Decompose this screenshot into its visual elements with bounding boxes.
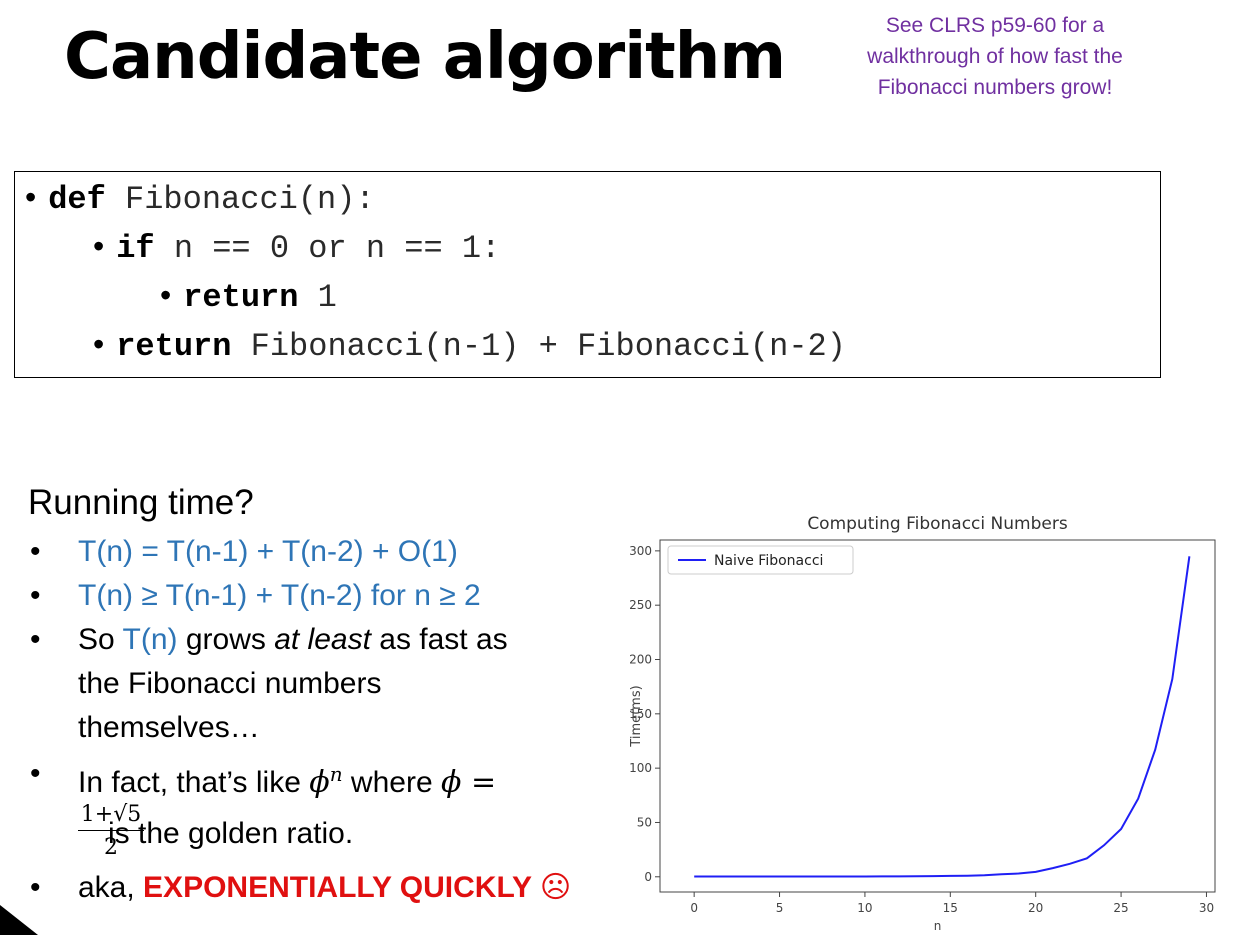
keyword-return: return [183,279,299,316]
code-line-1: • def Fibonacci(n): [25,179,375,218]
code-line-4: • return Fibonacci(n-1) + Fibonacci(n-2) [93,326,846,365]
y-tick-label: 50 [637,815,652,829]
series-line-naive-fibonacci [694,556,1191,878]
plot-frame [659,539,1216,893]
keyword-if: if [116,230,155,267]
bullet-text: T(n) = T(n-1) + T(n-2) + O(1) [78,535,458,568]
keyword-return: return [116,328,232,365]
y-tick-label: 300 [629,544,652,558]
code-text: n == 0 or n == 1: [154,230,501,267]
y-tick-label: 100 [629,761,652,775]
x-tick-label: 30 [1199,901,1214,915]
code-line-3: • return 1 [160,277,337,316]
y-tick-label: 150 [629,707,652,721]
reference-note: See CLRS p59-60 for a walkthrough of how… [867,14,1123,99]
code-line-2: • if n == 0 or n == 1: [93,228,501,267]
code-text: Fibonacci(n-1) + Fibonacci(n-2) [231,328,846,365]
code-text: 1 [298,279,337,316]
golden-ratio-fraction: 1+√5 2 [78,800,144,865]
keyword-def: def [48,181,106,218]
y-tick-label: 250 [629,598,652,612]
code-text: Fibonacci(n): [105,181,375,218]
y-tick-label: 200 [629,653,652,667]
corner-triangle-decoration [0,905,38,935]
code-block: • def Fibonacci(n): • if n == 0 or n == 1:… [14,171,1161,378]
bullet-phi-line2: is the golden ratio. [108,817,354,850]
fraction-numerator: 1+√5 [78,800,144,831]
legend-label: Naive Fibonacci [714,553,823,569]
x-tick-label: 5 [776,901,784,915]
bullet-text: T(n) ≥ T(n-1) + T(n-2) for n ≥ 2 [78,579,481,612]
x-tick-label: 0 [690,901,698,915]
running-time-heading: Running time? [28,483,254,522]
fraction-denominator: 2 [104,835,118,860]
x-tick-label: 25 [1113,901,1128,915]
slide-title: Candidate algorithm [64,20,786,94]
legend-box [667,545,854,575]
chart-title: Computing Fibonacci Numbers [807,514,1068,534]
y-axis-label: Time(ms) [629,685,644,747]
x-tick-label: 10 [857,901,872,915]
y-tick-label: 0 [644,870,652,884]
x-tick-label: 15 [943,901,958,915]
x-axis-label: n [934,919,942,930]
x-tick-label: 20 [1028,901,1043,915]
